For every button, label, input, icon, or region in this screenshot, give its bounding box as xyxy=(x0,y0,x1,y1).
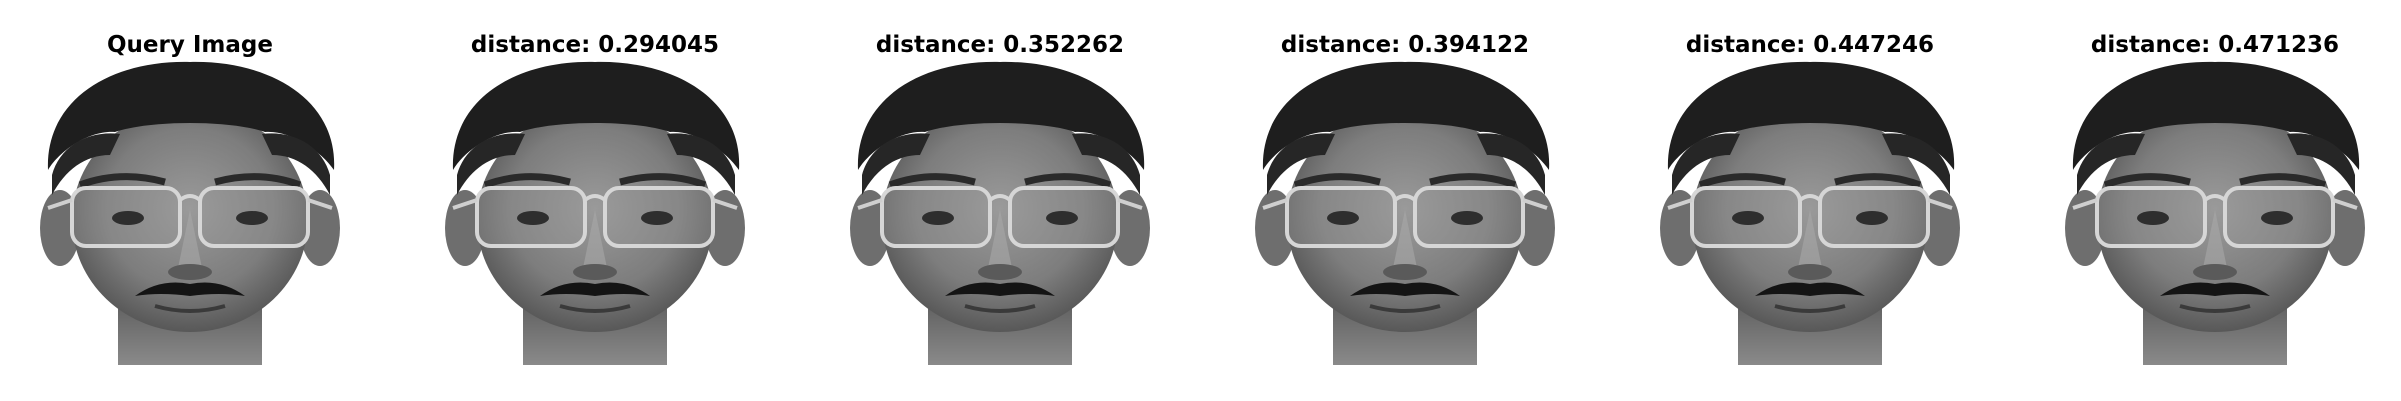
panel-title: distance: 0.471236 xyxy=(2090,32,2340,58)
panel-match-3: distance: 0.394122 xyxy=(1235,0,1575,401)
match-face-image xyxy=(1255,60,1555,365)
panel-match-4: distance: 0.447246 xyxy=(1640,0,1980,401)
panel-query: Query Image xyxy=(20,0,360,401)
match-face-image xyxy=(850,60,1150,365)
panel-match-1: distance: 0.294045 xyxy=(425,0,765,401)
panel-title: Query Image xyxy=(107,32,273,58)
panel-title: distance: 0.352262 xyxy=(875,32,1125,58)
match-face-image xyxy=(2065,60,2365,365)
panel-match-5: distance: 0.471236 xyxy=(2045,0,2385,401)
panel-title: distance: 0.447246 xyxy=(1685,32,1935,58)
panel-title: distance: 0.294045 xyxy=(470,32,720,58)
match-face-image xyxy=(1660,60,1960,365)
panel-title: distance: 0.394122 xyxy=(1280,32,1530,58)
match-face-image xyxy=(445,60,745,365)
panel-match-2: distance: 0.352262 xyxy=(830,0,1170,401)
query-face-image xyxy=(40,60,340,365)
